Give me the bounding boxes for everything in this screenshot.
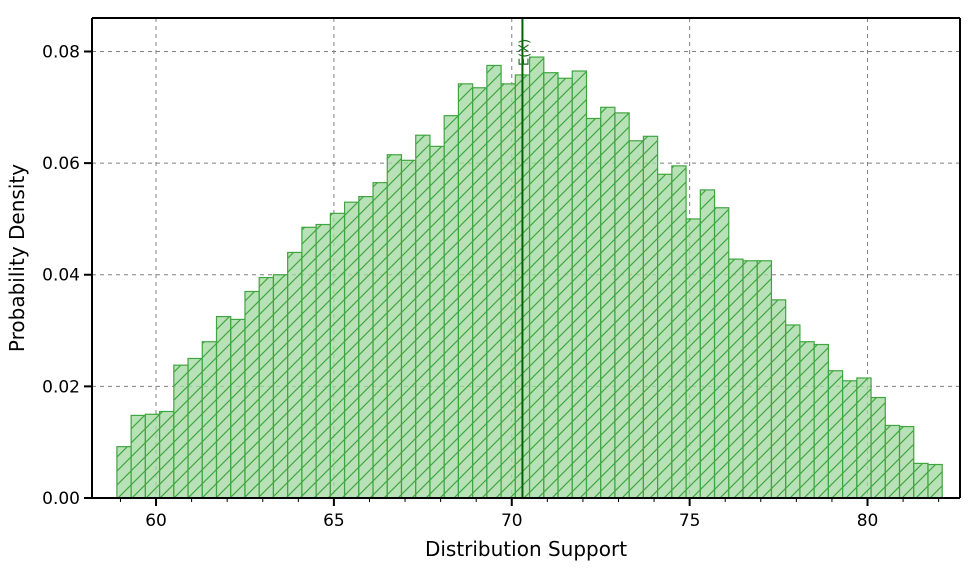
hist-bar-hatch — [672, 166, 686, 498]
hist-bar-hatch — [458, 84, 472, 498]
hist-bar-hatch — [345, 202, 359, 498]
hist-bar-hatch — [658, 174, 672, 498]
hist-bar-hatch — [828, 371, 842, 498]
hist-bar-hatch — [700, 190, 714, 498]
hist-bar-hatch — [729, 259, 743, 498]
hist-bar-hatch — [530, 57, 544, 498]
hist-bar-hatch — [316, 225, 330, 498]
histogram-chart: E(X) 60 65 70 75 80 0.00 0.02 0.04 0.06 0.08 Distri… — [0, 0, 980, 580]
hist-bar-hatch — [558, 78, 572, 498]
hist-bar-hatch — [786, 325, 800, 498]
hist-bar-hatch — [430, 146, 444, 498]
y-axis-label: Probability Density — [5, 164, 29, 352]
hist-bar-hatch — [487, 65, 501, 498]
hist-bar-hatch — [288, 252, 302, 498]
hist-bar-hatch — [444, 116, 458, 498]
hist-bar-hatch — [771, 300, 785, 498]
hist-bar-hatch — [900, 427, 914, 498]
hist-bar-hatch — [686, 219, 700, 498]
x-tick-label: 70 — [501, 511, 523, 531]
x-tick-label: 80 — [857, 511, 879, 531]
hist-bar-hatch — [174, 365, 188, 498]
y-tick-label: 0.08 — [42, 42, 80, 62]
x-tick-label: 75 — [679, 511, 701, 531]
hist-bar-hatch — [473, 88, 487, 498]
hist-bar-hatch — [601, 107, 615, 498]
hist-bar-hatch — [501, 84, 515, 498]
hist-bar-hatch — [914, 463, 928, 498]
x-tick-label: 65 — [323, 511, 345, 531]
chart-svg: E(X) 60 65 70 75 80 0.00 0.02 0.04 0.06 0.08 Distri… — [0, 0, 980, 580]
hist-bar-hatch — [814, 345, 828, 498]
hist-bar-hatch — [373, 183, 387, 498]
hist-bar-hatch — [615, 113, 629, 498]
x-axis-label: Distribution Support — [425, 537, 627, 561]
y-tick-label: 0.04 — [42, 266, 80, 286]
hist-bar-hatch — [188, 358, 202, 498]
hist-bar-hatch — [928, 465, 942, 498]
hist-bar-hatch — [800, 342, 814, 498]
hist-bar-hatch — [715, 208, 729, 498]
hist-bar-hatch — [117, 447, 131, 498]
hist-bar-hatch — [843, 381, 857, 498]
hist-bar-hatch — [231, 319, 245, 498]
hist-bar-hatch — [273, 275, 287, 498]
hist-bar-hatch — [259, 278, 273, 498]
hist-bar-hatch — [401, 160, 415, 498]
hist-bar-hatch — [743, 261, 757, 498]
y-tick-label: 0.06 — [42, 154, 80, 174]
hist-bar-hatch — [629, 141, 643, 498]
hist-bar-hatch — [544, 73, 558, 498]
hist-bar-hatch — [586, 118, 600, 498]
hist-bar-hatch — [572, 71, 586, 498]
hist-bar-hatch — [387, 155, 401, 498]
hist-bar-hatch — [857, 378, 871, 498]
hist-bar-hatch — [757, 261, 771, 498]
hist-bar-hatch — [302, 227, 316, 498]
expected-value-label: E(X) — [517, 39, 532, 66]
hist-bar-hatch — [871, 398, 885, 498]
hist-bar-hatch — [885, 425, 899, 498]
hist-bar-hatch — [416, 135, 430, 498]
hist-bar-hatch — [643, 136, 657, 498]
hist-bar-hatch — [217, 317, 231, 498]
hist-bar-hatch — [145, 414, 159, 498]
hist-bar-hatch — [160, 411, 174, 498]
hist-bar-hatch — [359, 197, 373, 498]
hist-bar-hatch — [202, 342, 216, 498]
y-tick-label: 0.02 — [42, 377, 80, 397]
hist-bar-hatch — [131, 415, 145, 498]
x-tick-label: 60 — [145, 511, 167, 531]
y-tick-label: 0.00 — [42, 489, 80, 509]
hist-bar-hatch — [330, 213, 344, 498]
hist-bar-hatch — [245, 291, 259, 498]
